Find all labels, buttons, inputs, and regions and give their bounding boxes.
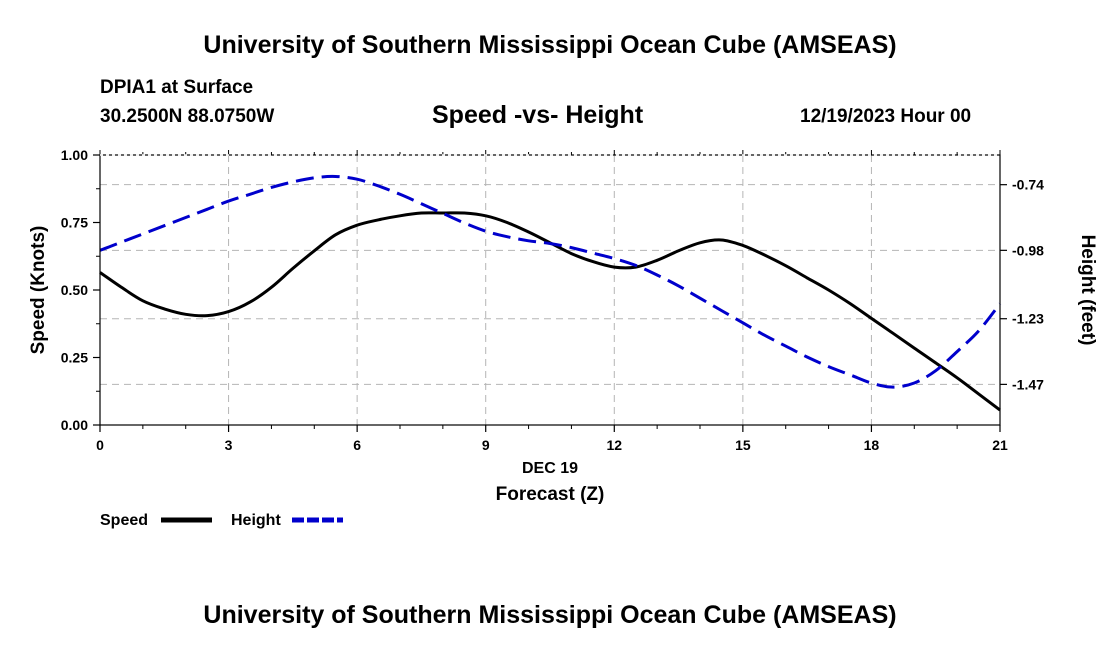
x-tick-label: 0	[96, 437, 104, 453]
grid-lines	[100, 155, 1000, 425]
chart-main-title: University of Southern Mississippi Ocean…	[203, 31, 897, 59]
y-tick-label: 0.50	[61, 282, 88, 298]
top-axis-ticks	[99, 150, 1001, 156]
y-tick-label: 1.00	[61, 147, 88, 163]
chart-subtitle: Speed -vs- Height	[432, 101, 644, 129]
legend-height-label: Height	[231, 512, 281, 529]
left-axis: 0.00 0.25 0.50 0.75 1.00	[61, 147, 100, 433]
right-axis: -0.74 -0.98 -1.23 -1.47	[1000, 177, 1044, 392]
x-tick-label: 18	[864, 437, 880, 453]
y2-tick-label: -0.74	[1012, 177, 1044, 193]
x-tick-label: 15	[735, 437, 751, 453]
y-tick-label: 0.75	[61, 215, 88, 231]
x-tick-label: 3	[225, 437, 233, 453]
x-tick-label: 6	[353, 437, 361, 453]
series-layer	[99, 174, 1002, 412]
y2-axis-label: Height (feet)	[1077, 235, 1098, 346]
footer-title: University of Southern Mississippi Ocean…	[203, 601, 897, 629]
y2-tick-label: -1.47	[1012, 376, 1044, 392]
x-axis-label: Forecast (Z)	[496, 484, 605, 505]
x-tick-label: 21	[992, 437, 1008, 453]
y-axis-label: Speed (Knots)	[28, 226, 49, 355]
y2-tick-label: -0.98	[1012, 242, 1044, 258]
station-label: DPIA1 at Surface	[100, 77, 254, 98]
bottom-axis: 0 3 6 9 12 15 18 21	[96, 425, 1008, 453]
legend-speed-label: Speed	[100, 512, 148, 529]
forecast-date-label: 12/19/2023 Hour 00	[800, 106, 972, 127]
y2-tick-label: -1.23	[1012, 311, 1044, 327]
y-tick-label: 0.00	[61, 417, 88, 433]
coordinates-label: 30.2500N 88.0750W	[100, 106, 275, 127]
y-tick-label: 0.25	[61, 350, 88, 366]
x-tick-label: 12	[606, 437, 622, 453]
x-axis-date-label: DEC 19	[522, 460, 578, 477]
x-tick-label: 9	[482, 437, 490, 453]
series-line-height	[99, 174, 1002, 389]
legend: Speed Height	[100, 512, 343, 529]
